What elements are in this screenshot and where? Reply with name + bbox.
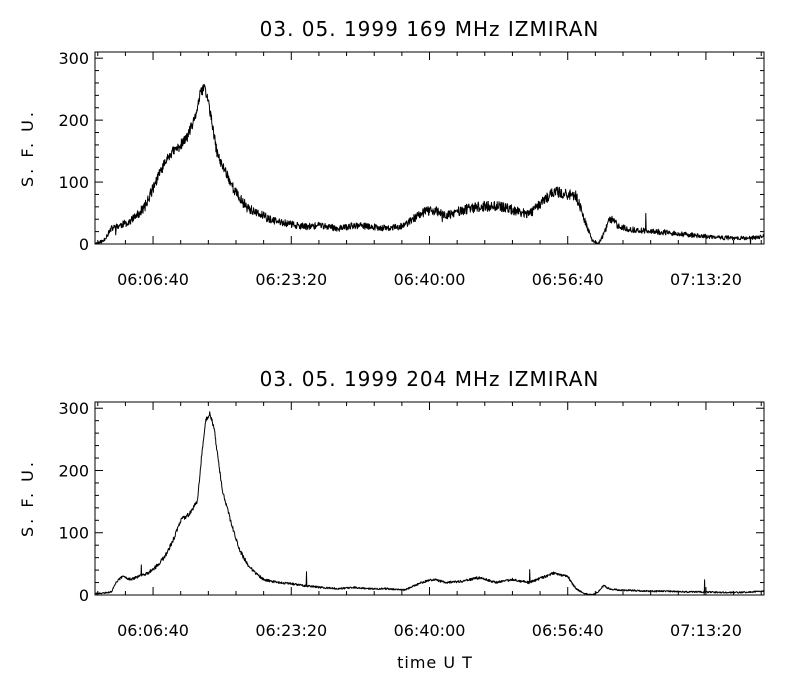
flux-series-line [94,83,765,245]
y-tick-label: 300 [58,399,89,418]
x-tick-label: 07:13:20 [670,270,742,289]
x-tick-label: 06:56:40 [532,621,604,640]
y-tick-label: 200 [58,461,89,480]
y-tick-label: 100 [58,524,89,543]
flux-series-line [94,411,765,596]
x-tick-label: 06:23:20 [255,621,327,640]
panel-204-mhz: 03. 05. 1999 204 MHz IZMIRAN S. F. U. 0 100… [18,367,765,640]
x-tick-label: 06:23:20 [255,270,327,289]
y-tick-label: 200 [58,111,89,130]
x-tick-label: 06:40:00 [394,621,466,640]
x-tick-label: 06:06:40 [117,270,189,289]
panel-169-mhz: 03. 05. 1999 169 MHz IZMIRAN S. F. U. 0 100… [18,17,765,289]
y-tick-label: 0 [79,235,89,254]
y-tick-label: 300 [58,49,89,68]
x-tick-label: 06:40:00 [394,270,466,289]
chart-title: 03. 05. 1999 204 MHz IZMIRAN [260,367,600,391]
x-axis-label: time U T [397,653,473,672]
chart-title: 03. 05. 1999 169 MHz IZMIRAN [260,17,600,41]
y-tick-label: 0 [79,586,89,605]
y-tick-label: 100 [58,173,89,192]
x-tick-label: 06:06:40 [117,621,189,640]
y-axis-label: S. F. U. [18,459,37,537]
x-tick-label: 07:13:20 [670,621,742,640]
y-axis-label: S. F. U. [18,109,37,187]
x-tick-label: 06:56:40 [532,270,604,289]
